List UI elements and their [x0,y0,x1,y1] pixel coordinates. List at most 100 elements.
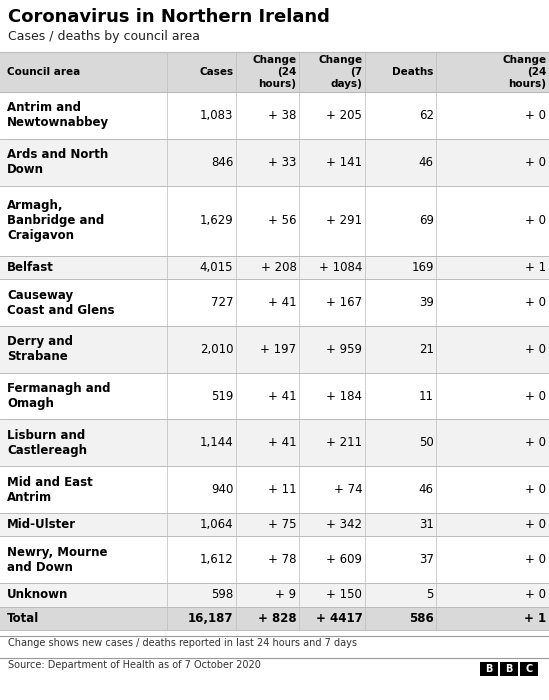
Text: + 0: + 0 [525,518,546,531]
Text: 727: 727 [211,296,233,309]
Text: Change
(24
hours): Change (24 hours) [253,55,296,89]
Text: Change
(24
hours): Change (24 hours) [502,55,546,89]
Text: + 0: + 0 [525,296,546,309]
Text: Belfast: Belfast [7,261,54,274]
Text: Cases / deaths by council area: Cases / deaths by council area [8,30,200,43]
Text: Armagh,
Banbridge and
Craigavon: Armagh, Banbridge and Craigavon [7,199,104,242]
Text: + 1: + 1 [524,612,546,625]
Text: Derry and
Strabane: Derry and Strabane [7,335,73,363]
Text: + 0: + 0 [525,553,546,566]
Text: + 74: + 74 [334,483,362,496]
Text: Ards and North
Down: Ards and North Down [7,148,108,176]
Text: + 184: + 184 [326,390,362,402]
Text: 21: 21 [419,343,434,356]
Text: Change shows new cases / deaths reported in last 24 hours and 7 days: Change shows new cases / deaths reported… [8,638,357,648]
Text: 5: 5 [427,589,434,601]
Text: 69: 69 [419,214,434,228]
Text: + 959: + 959 [326,343,362,356]
Text: + 1084: + 1084 [319,261,362,274]
Text: + 141: + 141 [326,155,362,169]
Text: Source: Department of Health as of 7 October 2020: Source: Department of Health as of 7 Oct… [8,660,261,670]
Text: 846: 846 [211,155,233,169]
FancyBboxPatch shape [480,662,498,676]
Text: + 78: + 78 [268,553,296,566]
FancyBboxPatch shape [0,583,549,607]
Text: + 41: + 41 [268,390,296,402]
Text: 1,144: 1,144 [200,436,233,449]
Text: + 41: + 41 [268,436,296,449]
Text: Council area: Council area [7,67,80,77]
Text: Mid-Ulster: Mid-Ulster [7,518,76,531]
Text: 1,629: 1,629 [200,214,233,228]
Text: + 167: + 167 [326,296,362,309]
FancyBboxPatch shape [520,662,538,676]
Text: Mid and East
Antrim: Mid and East Antrim [7,476,93,504]
FancyBboxPatch shape [0,513,549,536]
FancyBboxPatch shape [0,279,549,326]
Text: + 11: + 11 [268,483,296,496]
Text: 1,064: 1,064 [200,518,233,531]
Text: Causeway
Coast and Glens: Causeway Coast and Glens [7,288,115,316]
FancyBboxPatch shape [0,92,549,139]
Text: 46: 46 [419,483,434,496]
FancyBboxPatch shape [0,419,549,466]
Text: Cases: Cases [199,67,233,77]
Text: + 0: + 0 [525,436,546,449]
Text: + 0: + 0 [525,390,546,402]
Text: Coronavirus in Northern Ireland: Coronavirus in Northern Ireland [8,8,330,26]
Text: + 1: + 1 [525,261,546,274]
Text: + 150: + 150 [327,589,362,601]
FancyBboxPatch shape [0,139,549,186]
Text: 519: 519 [211,390,233,402]
Text: 31: 31 [419,518,434,531]
Text: + 208: + 208 [261,261,296,274]
Text: + 197: + 197 [260,343,296,356]
FancyBboxPatch shape [0,607,549,630]
Text: Newry, Mourne
and Down: Newry, Mourne and Down [7,546,108,574]
FancyBboxPatch shape [500,662,518,676]
Text: 1,612: 1,612 [200,553,233,566]
Text: + 342: + 342 [326,518,362,531]
FancyBboxPatch shape [0,326,549,372]
Text: C: C [525,664,533,674]
Text: Change
(7
days): Change (7 days) [318,55,362,89]
Text: + 0: + 0 [525,483,546,496]
Text: + 33: + 33 [268,155,296,169]
Text: + 56: + 56 [268,214,296,228]
Text: 4,015: 4,015 [200,261,233,274]
Text: + 291: + 291 [326,214,362,228]
Text: + 38: + 38 [268,109,296,122]
FancyBboxPatch shape [0,52,549,92]
Text: 11: 11 [419,390,434,402]
FancyBboxPatch shape [0,372,549,419]
Text: + 205: + 205 [327,109,362,122]
Text: 50: 50 [419,436,434,449]
Text: + 609: + 609 [326,553,362,566]
Text: + 0: + 0 [525,343,546,356]
Text: 46: 46 [419,155,434,169]
Text: + 41: + 41 [268,296,296,309]
FancyBboxPatch shape [0,256,549,279]
Text: 62: 62 [419,109,434,122]
Text: + 0: + 0 [525,589,546,601]
Text: 598: 598 [211,589,233,601]
Text: + 75: + 75 [268,518,296,531]
Text: + 0: + 0 [525,155,546,169]
Text: Lisburn and
Castlereagh: Lisburn and Castlereagh [7,429,87,457]
Text: Unknown: Unknown [7,589,69,601]
Text: B: B [505,664,513,674]
Text: 1,083: 1,083 [200,109,233,122]
FancyBboxPatch shape [0,186,549,256]
Text: 16,187: 16,187 [188,612,233,625]
FancyBboxPatch shape [0,536,549,583]
Text: 37: 37 [419,553,434,566]
Text: + 4417: + 4417 [316,612,362,625]
Text: + 0: + 0 [525,109,546,122]
Text: Deaths: Deaths [393,67,434,77]
Text: + 9: + 9 [276,589,296,601]
Text: + 211: + 211 [326,436,362,449]
Text: Fermanagh and
Omagh: Fermanagh and Omagh [7,382,111,410]
Text: + 0: + 0 [525,214,546,228]
Text: B: B [485,664,492,674]
Text: Total: Total [7,612,40,625]
